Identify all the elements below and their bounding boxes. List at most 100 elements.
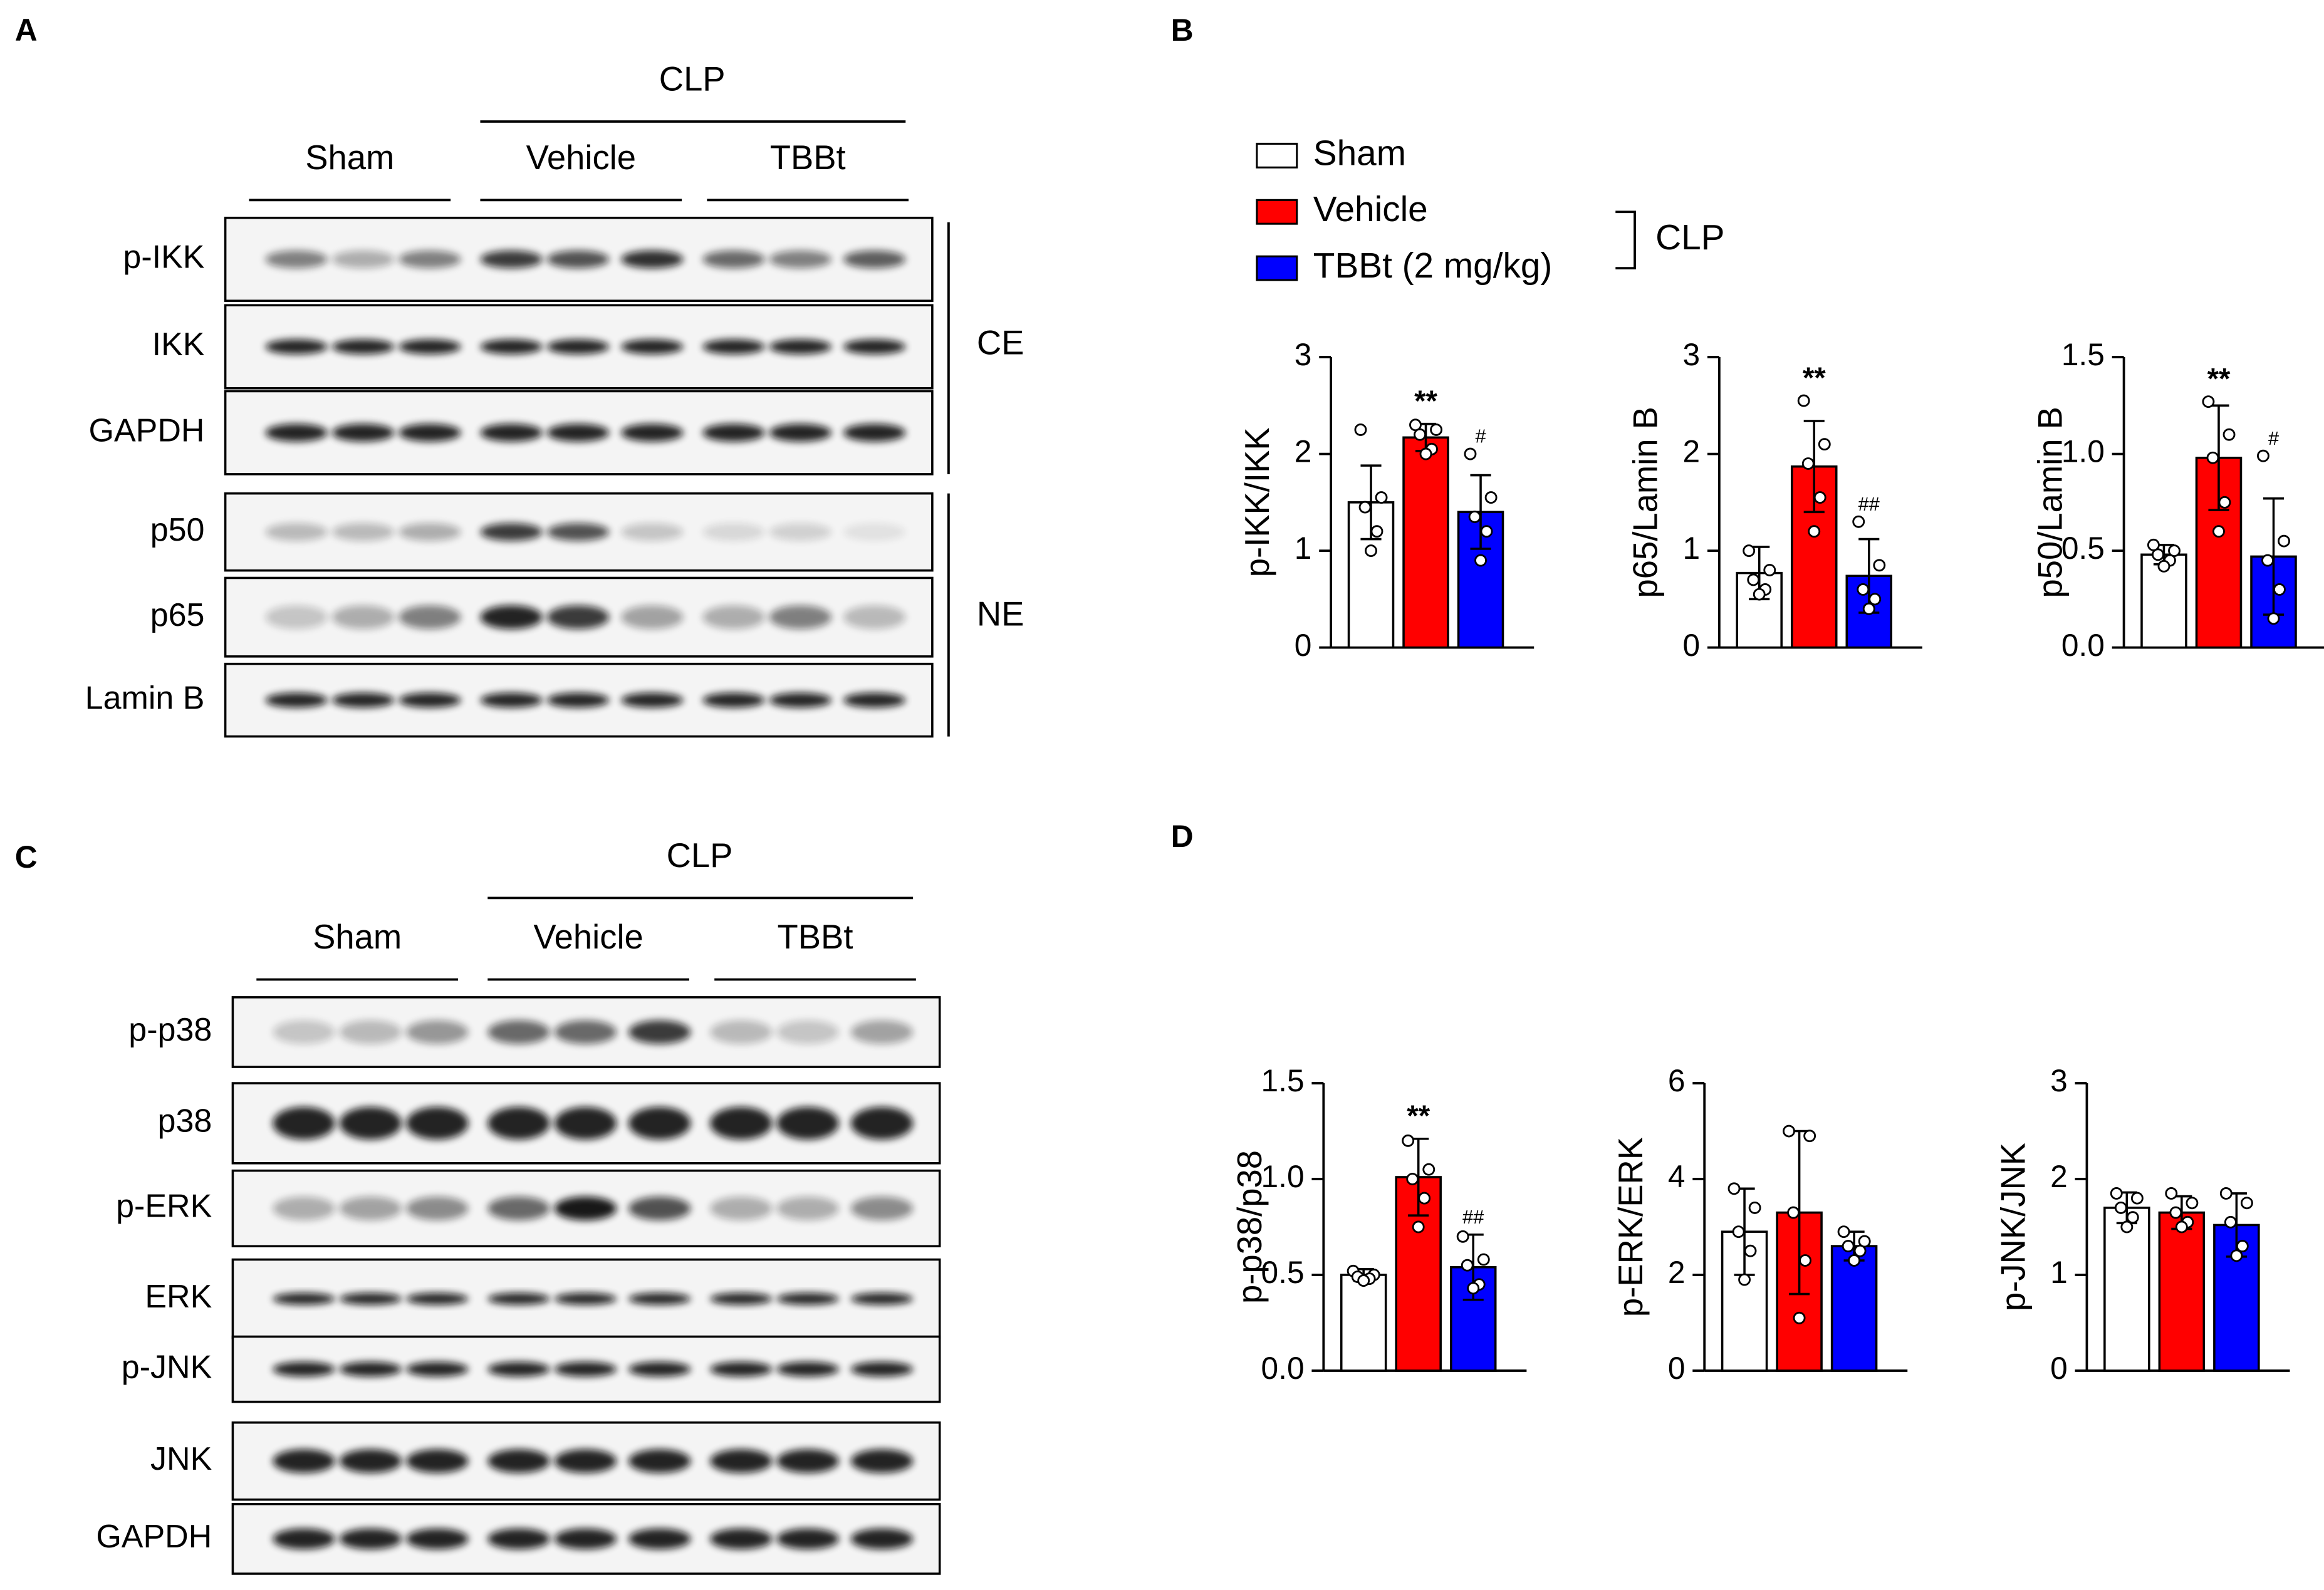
data-point bbox=[1419, 447, 1432, 460]
y-tick-label: 0.5 bbox=[1261, 1255, 1305, 1290]
band bbox=[702, 339, 765, 355]
band bbox=[850, 1361, 914, 1377]
significance-mark: ## bbox=[1462, 1206, 1484, 1228]
data-point bbox=[1848, 1254, 1861, 1267]
legend-swatch bbox=[1256, 255, 1298, 281]
group-header: CLP bbox=[667, 836, 733, 875]
band bbox=[399, 250, 461, 269]
significance-mark: # bbox=[1475, 425, 1486, 447]
data-point bbox=[2157, 559, 2170, 573]
band bbox=[843, 522, 906, 541]
band bbox=[710, 1361, 773, 1377]
y-tick-label: 3 bbox=[1682, 337, 1700, 372]
band bbox=[769, 605, 832, 630]
data-point bbox=[1477, 1253, 1490, 1266]
band bbox=[480, 250, 543, 269]
band bbox=[339, 1292, 402, 1305]
band bbox=[406, 1528, 469, 1549]
band bbox=[273, 1292, 335, 1305]
data-point bbox=[1747, 573, 1760, 586]
y-tick-label: 0 bbox=[1295, 628, 1312, 663]
row-label: Lamin B bbox=[85, 680, 205, 716]
band bbox=[273, 1106, 335, 1140]
band bbox=[850, 1106, 914, 1140]
data-point bbox=[1468, 511, 1481, 523]
band bbox=[480, 522, 543, 541]
band bbox=[406, 1197, 469, 1220]
band bbox=[487, 1361, 550, 1377]
row-label: JNK bbox=[150, 1441, 212, 1477]
significance-mark: ** bbox=[1803, 361, 1826, 395]
data-point bbox=[1480, 525, 1493, 538]
y-tick-label: 2 bbox=[1295, 434, 1312, 469]
band bbox=[850, 1528, 914, 1549]
y-axis-label: p-JNK/JNK bbox=[1994, 1143, 2032, 1311]
data-point bbox=[2202, 395, 2215, 408]
band bbox=[621, 605, 684, 630]
fraction-label: CE bbox=[977, 323, 1024, 361]
band bbox=[776, 1106, 839, 1140]
group-label: Vehicle bbox=[533, 918, 643, 956]
data-point bbox=[2261, 554, 2274, 567]
band bbox=[702, 522, 765, 541]
data-point bbox=[1763, 564, 1776, 576]
band bbox=[621, 522, 684, 541]
band bbox=[273, 1528, 335, 1549]
row-label: p38 bbox=[158, 1103, 212, 1140]
data-point bbox=[2126, 1211, 2139, 1224]
data-point bbox=[1852, 515, 1865, 528]
group-label: TBBt bbox=[770, 138, 846, 177]
bar bbox=[1830, 1245, 1878, 1372]
group-label: Sham bbox=[305, 138, 394, 177]
band bbox=[621, 250, 684, 269]
data-point bbox=[1862, 602, 1875, 615]
data-point bbox=[1837, 1225, 1850, 1239]
band bbox=[776, 1197, 839, 1220]
band bbox=[399, 692, 461, 708]
y-tick-label: 0 bbox=[2050, 1351, 2068, 1386]
band bbox=[554, 1197, 617, 1220]
y-axis-label: p-ERK/ERK bbox=[1612, 1137, 1650, 1317]
data-point bbox=[2219, 1187, 2233, 1200]
data-point bbox=[2114, 1201, 2127, 1214]
row-label: ERK bbox=[145, 1279, 212, 1315]
group-label: TBBt bbox=[778, 918, 853, 956]
band bbox=[628, 1292, 691, 1305]
band bbox=[546, 339, 610, 355]
data-point bbox=[1799, 1254, 1811, 1267]
band bbox=[850, 1449, 914, 1473]
y-tick-label: 4 bbox=[1668, 1159, 1686, 1194]
data-point bbox=[1787, 1206, 1800, 1219]
y-tick-label: 1 bbox=[1295, 531, 1312, 566]
bar bbox=[1340, 1274, 1387, 1372]
band bbox=[331, 522, 395, 541]
band bbox=[331, 692, 395, 708]
data-point bbox=[2267, 612, 2280, 625]
band bbox=[628, 1106, 691, 1140]
band bbox=[331, 339, 395, 355]
band bbox=[702, 692, 765, 708]
band bbox=[554, 1106, 617, 1140]
fraction-label: NE bbox=[977, 595, 1024, 633]
data-point bbox=[2230, 1249, 2243, 1262]
data-point bbox=[1370, 525, 1383, 538]
band bbox=[628, 1020, 691, 1044]
y-axis-label: p65/Lamin B bbox=[1627, 407, 1665, 598]
legend-swatch bbox=[1256, 142, 1298, 169]
bar bbox=[2103, 1207, 2150, 1372]
band bbox=[546, 692, 610, 708]
error-bar bbox=[1470, 474, 1491, 550]
band bbox=[554, 1449, 617, 1473]
band bbox=[399, 423, 461, 442]
band bbox=[480, 605, 543, 630]
band bbox=[265, 250, 328, 269]
band bbox=[776, 1528, 839, 1549]
data-point bbox=[1422, 1163, 1436, 1176]
band bbox=[554, 1020, 617, 1044]
band bbox=[339, 1197, 402, 1220]
data-point bbox=[1868, 593, 1882, 606]
band bbox=[710, 1197, 773, 1220]
data-point bbox=[1744, 1244, 1757, 1257]
legend-bracket bbox=[1615, 210, 1636, 270]
band bbox=[331, 250, 395, 269]
